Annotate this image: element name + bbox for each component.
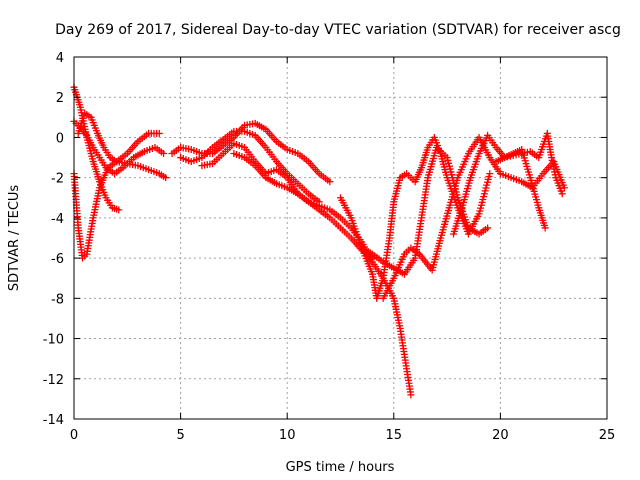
data-point	[541, 224, 549, 232]
series-track-11	[379, 133, 568, 302]
series-track-12	[449, 131, 549, 238]
series-track-6	[177, 127, 323, 206]
data-points	[70, 83, 568, 399]
series-track-13	[492, 129, 566, 198]
chart-title: Day 269 of 2017, Sidereal Day-to-day VTE…	[55, 22, 621, 38]
data-point	[486, 170, 494, 178]
x-axis-label: GPS time / hours	[286, 460, 395, 475]
data-point	[155, 129, 163, 137]
series-track-2	[70, 129, 163, 262]
data-point	[160, 150, 168, 158]
x-tick-label: 0	[70, 428, 78, 443]
data-point	[558, 190, 566, 198]
data-point	[560, 184, 568, 192]
y-axis-label: SDTVAR / TECUs	[7, 185, 22, 292]
y-tick-label: -8	[51, 292, 64, 307]
x-tick-label: 25	[599, 428, 616, 443]
data-point	[407, 391, 415, 399]
series-track-10	[358, 144, 492, 278]
x-tick-label: 10	[279, 428, 296, 443]
data-point	[115, 206, 123, 214]
series-track-4	[74, 109, 170, 182]
y-tick-label: 2	[56, 91, 64, 106]
series-track-8	[230, 150, 415, 399]
plot-frame	[73, 56, 608, 420]
data-point	[484, 224, 492, 232]
data-point	[162, 174, 170, 182]
axis-ticks: 0 5 10 15 20 25 -14 -12 -10 -8 -6 -4 -2 0 2 4	[43, 51, 616, 443]
y-tick-label: -2	[51, 172, 64, 187]
x-tick-label: 5	[176, 428, 184, 443]
x-tick-label: 20	[492, 428, 509, 443]
grid	[74, 57, 607, 419]
y-tick-label: 0	[56, 131, 64, 146]
y-tick-label: 4	[56, 51, 64, 66]
y-tick-label: -4	[51, 212, 64, 227]
series-track-3	[70, 117, 168, 178]
x-tick-label: 15	[386, 428, 403, 443]
data-point	[326, 178, 334, 186]
y-tick-label: -6	[51, 252, 64, 267]
y-tick-label: -10	[43, 333, 64, 348]
y-tick-label: -14	[43, 413, 64, 428]
y-tick-label: -12	[43, 373, 64, 388]
